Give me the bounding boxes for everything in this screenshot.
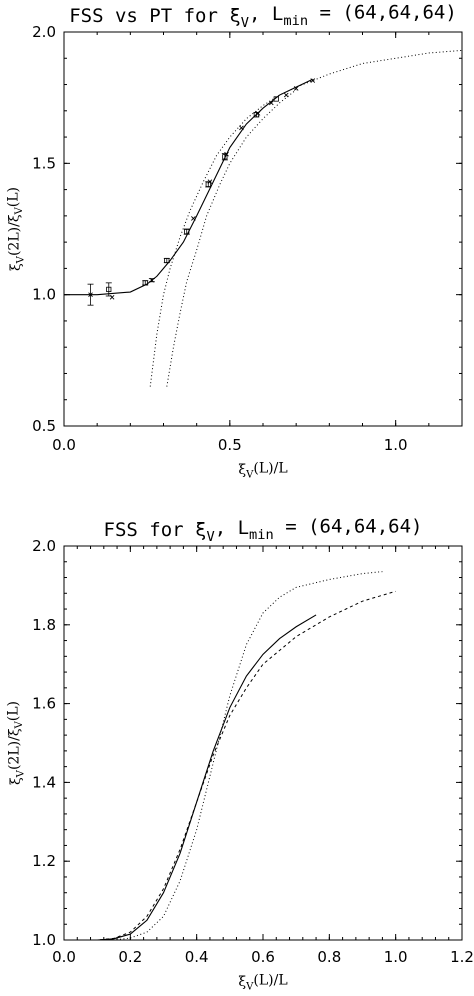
c0-square-marker: [222, 154, 228, 160]
c1-y-tick-label: 1.6: [32, 695, 56, 713]
c0-x-tick-label: 1.0: [384, 436, 408, 454]
c0-y-axis-label: ξV​(2L)/ξV​(L): [5, 187, 26, 271]
c0-data-point: [207, 179, 213, 185]
c0-x-tick-label: 0.0: [52, 436, 76, 454]
c1-series-line-0-solid: [64, 614, 317, 940]
c0-series-line-0-solid: [64, 78, 313, 296]
c0-data-point: [255, 111, 261, 116]
c1-plot-frame: [63, 545, 463, 941]
c1-chart-title: FSS for ξV​, Lmin​ = (64,64,64): [104, 515, 423, 545]
c1-y-tick-label: 1.4: [32, 773, 56, 791]
c1-x-tick-label: 0.4: [185, 948, 209, 966]
c1-y-tick-label: 1.8: [32, 616, 56, 634]
c1-series-line-2-dotted: [64, 571, 383, 940]
c0-chart-title: FSS vs PT for ξV​, Lmin​ = (64,64,64): [69, 1, 457, 31]
c0-y-tick-label: 1.0: [32, 286, 56, 304]
c0-square-marker: [205, 181, 211, 187]
c0-square-marker: [106, 286, 112, 293]
chart-top-panel: FSS vs PT for ξV​, Lmin​ = (64,64,64) 0.0…: [5, 1, 463, 481]
c0-data-point: [293, 86, 299, 91]
c0-cross-marker: [88, 292, 93, 297]
c0-data-point: [191, 216, 196, 221]
chart-bottom-panel: FSS for ξV​, Lmin​ = (64,64,64) 0.0 0.2 0.4…: [0, 500, 474, 996]
c0-square-marker: [184, 229, 190, 235]
c1-x-tick-label: 0.6: [251, 948, 275, 966]
c0-cross-marker: [207, 179, 213, 185]
c0-series-line-1-dotted: [149, 49, 462, 387]
c1-y-tick-label: 2.0: [32, 537, 56, 555]
c0-data-point: [109, 294, 115, 300]
chart-top: FSS vs PT for ξV​, Lmin​ = (64,64,64) 0.0…: [5, 1, 463, 481]
c1-y-axis-label: ξV​(2L)/ξV​(L): [5, 701, 26, 785]
c0-data-point: [87, 283, 94, 306]
c0-data-point: [268, 100, 274, 106]
c0-cross-marker: [268, 100, 274, 106]
c1-x-tick-label: 1.2: [450, 948, 474, 966]
c0-square-marker: [273, 96, 279, 102]
c0-data-point: [224, 151, 229, 157]
c0-data-point: [310, 78, 316, 83]
c1-x-tick-label: 1.0: [384, 948, 408, 966]
c0-square-marker: [164, 257, 170, 264]
c1-x-tick-label: 0.8: [317, 948, 341, 966]
c0-x-tick-label: 0.5: [218, 436, 242, 454]
c0-cross-marker: [293, 86, 299, 91]
c0-y-tick-label: 1.5: [32, 154, 56, 172]
c0-cross-marker: [109, 294, 115, 300]
c0-y-tick-label: 2.0: [32, 23, 56, 41]
c0-cross-marker: [283, 92, 289, 98]
c1-y-tick-label: 1.0: [32, 931, 56, 949]
c0-data-point: [283, 92, 289, 98]
c0-square-marker: [253, 112, 259, 118]
c1-x-axis-label: ξV​(L)/L: [238, 973, 287, 993]
c0-cross-marker: [191, 216, 196, 221]
c0-square-marker: [142, 280, 148, 286]
c0-x-axis-label: ξV​(L)/L: [238, 461, 287, 481]
c0-data-point: [148, 277, 155, 283]
c0-cross-marker: [149, 277, 155, 283]
c0-cross-marker: [224, 151, 229, 157]
c1-x-tick-label: 0.0: [52, 948, 76, 966]
c1-y-tick-label: 1.2: [32, 852, 56, 870]
c0-plot-frame: [63, 31, 463, 427]
c0-cross-marker: [239, 125, 244, 131]
c1-plot-area: [64, 571, 396, 940]
c0-data-point: [163, 257, 170, 264]
c1-series-line-1-dashed: [64, 590, 396, 940]
chart-bottom: FSS for ξV​, Lmin​ = (64,64,64) 0.0 0.2 0.4…: [5, 515, 474, 993]
c0-data-point: [273, 96, 279, 102]
c0-data-point: [239, 125, 244, 131]
c0-y-tick-label: 0.5: [32, 417, 56, 435]
c0-cross-marker: [255, 111, 261, 116]
c0-plot-area: [64, 49, 462, 387]
c0-data-point: [183, 228, 190, 235]
c0-cross-marker: [310, 78, 316, 83]
c0-data-point: [142, 280, 149, 286]
c0-series-line-2-dotted: [166, 89, 297, 387]
c1-x-tick-label: 0.2: [118, 948, 142, 966]
